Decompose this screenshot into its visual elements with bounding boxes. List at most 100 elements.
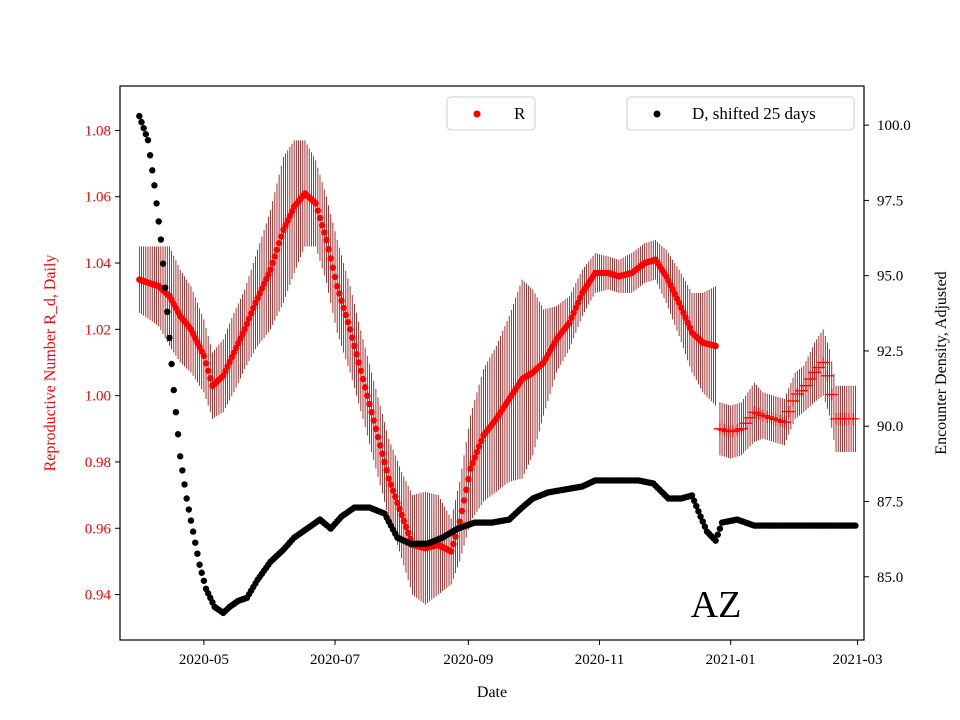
r-point xyxy=(271,253,279,260)
d-point xyxy=(716,525,724,532)
x-tick-label: 2020-07 xyxy=(310,652,360,668)
r-point xyxy=(312,200,319,207)
r-point xyxy=(333,283,341,290)
r-point xyxy=(359,375,367,383)
r-point xyxy=(340,304,347,311)
r-point xyxy=(452,533,459,540)
r-point xyxy=(368,409,375,416)
d-point xyxy=(693,502,700,510)
d-point xyxy=(852,522,859,529)
r-point xyxy=(241,326,248,333)
y-left-tick-label: 0.98 xyxy=(85,455,111,471)
r-plus-point xyxy=(804,373,817,386)
r-point xyxy=(361,384,369,391)
d-point xyxy=(151,182,158,189)
d-point xyxy=(155,218,162,225)
y-left-tick-label: 1.08 xyxy=(85,123,111,139)
r-point xyxy=(680,309,687,316)
r-plus-point xyxy=(782,405,795,418)
legend-r-marker xyxy=(473,110,481,118)
r-point xyxy=(383,467,390,474)
d-point xyxy=(183,495,190,502)
r-point xyxy=(321,229,328,236)
r-point xyxy=(372,425,380,433)
r-plus-point xyxy=(799,379,812,392)
legend-r-box xyxy=(446,96,536,131)
d-point xyxy=(136,112,143,120)
d-point xyxy=(164,308,171,316)
r-point xyxy=(447,548,455,555)
r-point xyxy=(392,493,399,500)
y-right-tick-label: 87.5 xyxy=(877,495,903,511)
r-point xyxy=(323,236,330,244)
r-point xyxy=(379,450,386,457)
d-point xyxy=(177,453,184,460)
r-point xyxy=(398,511,405,519)
r-point xyxy=(374,433,382,441)
legend-r: R xyxy=(446,96,536,131)
r-point xyxy=(396,505,403,513)
y-left-tick-label: 1.02 xyxy=(85,322,111,338)
r-point xyxy=(364,392,371,399)
d-point xyxy=(174,431,182,438)
r-point xyxy=(204,367,212,374)
r-point xyxy=(572,304,580,311)
r-point xyxy=(404,529,412,537)
d-point xyxy=(192,539,199,546)
r-point xyxy=(353,351,360,358)
y-left-tick-label: 0.96 xyxy=(85,521,112,537)
r-point xyxy=(370,417,377,424)
d-point xyxy=(198,569,205,576)
d-point xyxy=(161,284,169,291)
d-point xyxy=(181,481,188,488)
d-point xyxy=(140,124,147,132)
r-point xyxy=(576,294,584,302)
r-point xyxy=(275,239,283,247)
y-right-tick-label: 95.0 xyxy=(877,269,903,285)
axes: 2020-05 2020-07 2020-09 2020-11 2021-01 2021-… xyxy=(85,118,911,668)
r-point xyxy=(273,246,281,253)
d-point xyxy=(179,467,186,474)
r-point xyxy=(682,314,689,321)
d-point xyxy=(714,531,721,538)
r-plus-point xyxy=(817,356,830,369)
r-point xyxy=(366,400,373,408)
legend-d-box xyxy=(626,96,855,131)
r-point xyxy=(207,375,214,382)
r-point xyxy=(568,314,575,321)
r-point xyxy=(342,311,349,319)
r-point xyxy=(402,523,410,531)
r-point xyxy=(471,454,478,461)
d-point xyxy=(168,360,175,368)
d-point xyxy=(157,236,165,243)
y-axis-right-label: Encounter Density, Adjusted xyxy=(933,271,950,454)
r-point xyxy=(678,304,685,311)
state-label: AZ xyxy=(691,584,742,626)
y-left-tick-label: 0.94 xyxy=(85,588,112,604)
r-point xyxy=(458,507,466,515)
r-point xyxy=(460,497,468,504)
y-right-tick-label: 100.0 xyxy=(877,118,911,134)
d-point xyxy=(196,561,203,568)
x-axis-label: Date xyxy=(477,684,507,701)
r-point xyxy=(566,319,573,326)
x-tick-label: 2020-11 xyxy=(575,652,624,668)
r-point xyxy=(465,476,472,483)
r-point xyxy=(318,222,326,229)
r-point xyxy=(325,245,332,253)
d-point xyxy=(688,492,696,499)
r-point xyxy=(269,259,276,267)
d-point xyxy=(142,130,150,138)
r-point xyxy=(202,360,210,367)
d-point xyxy=(159,260,167,267)
r-point xyxy=(475,443,483,450)
r-point xyxy=(400,517,408,525)
y-right-tick-label: 90.0 xyxy=(877,419,903,435)
d-point xyxy=(144,136,152,144)
r-plus-point xyxy=(825,388,838,401)
r-point xyxy=(686,324,694,331)
r-point xyxy=(349,334,356,341)
d-point xyxy=(189,528,197,535)
plot-frame xyxy=(119,85,865,641)
